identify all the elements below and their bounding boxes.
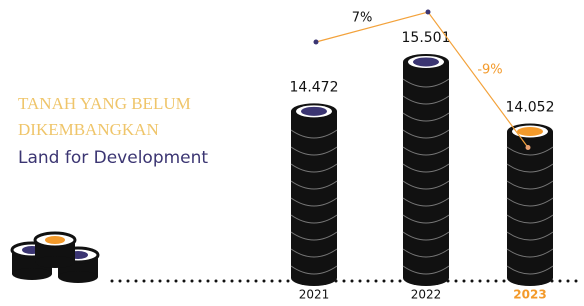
- trend-dot: [526, 145, 531, 150]
- trend-dot: [314, 40, 319, 45]
- chart: TANAH YANG BELUM DIKEMBANGKAN Land for D…: [0, 0, 584, 302]
- x-tick-label: 2023: [513, 288, 546, 302]
- stack-bottom: [507, 270, 553, 286]
- stack-top-core: [301, 107, 327, 116]
- stack-bottom: [291, 270, 337, 286]
- change-label: 7%: [352, 11, 373, 26]
- title-line: DIKEMBANGKAN: [18, 120, 159, 139]
- stack-top-core: [413, 57, 439, 66]
- stack: [403, 62, 449, 278]
- value-label: 14.052: [506, 100, 555, 116]
- subtitle: Land for Development: [18, 148, 208, 168]
- x-tick-label: 2021: [299, 288, 330, 302]
- trend-dot: [426, 10, 431, 15]
- value-label: 14.472: [290, 79, 339, 95]
- sushi-icon: [12, 233, 98, 283]
- change-label: -9%: [477, 63, 502, 78]
- title-line: TANAH YANG BELUM: [18, 94, 191, 113]
- stack: [507, 132, 553, 278]
- x-tick-label: 2022: [411, 288, 442, 302]
- stack-bottom: [403, 270, 449, 286]
- stack-top-core: [517, 127, 543, 136]
